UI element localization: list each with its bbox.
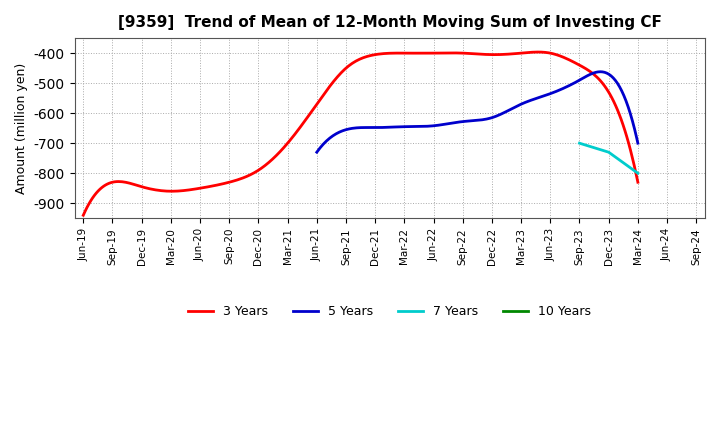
Line: 5 Years: 5 Years — [317, 72, 638, 152]
3 Years — [409, 51, 418, 56]
Title: [9359]  Trend of Mean of 12-Month Moving Sum of Investing CF: [9359] Trend of Mean of 12-Month Moving … — [118, 15, 662, 30]
5 Years — [634, 140, 642, 146]
5 Years — [503, 109, 511, 114]
5 Years — [605, 72, 613, 77]
3 Years — [534, 49, 542, 55]
3 Years — [81, 209, 89, 214]
Legend: 3 Years, 5 Years, 7 Years, 10 Years: 3 Years, 5 Years, 7 Years, 10 Years — [183, 300, 596, 323]
3 Years — [79, 213, 88, 218]
5 Years — [312, 150, 321, 155]
5 Years — [313, 148, 322, 154]
3 Years — [408, 51, 416, 56]
3 Years — [418, 51, 427, 56]
5 Years — [583, 73, 592, 78]
5 Years — [503, 108, 512, 114]
Y-axis label: Amount (million yen): Amount (million yen) — [15, 62, 28, 194]
Line: 7 Years: 7 Years — [580, 143, 638, 173]
7 Years — [575, 140, 584, 146]
Line: 3 Years: 3 Years — [84, 52, 638, 215]
5 Years — [509, 105, 518, 110]
3 Years — [548, 51, 557, 56]
3 Years — [583, 67, 592, 73]
7 Years — [634, 171, 642, 176]
7 Years — [604, 150, 613, 155]
3 Years — [634, 180, 642, 185]
5 Years — [596, 69, 605, 74]
